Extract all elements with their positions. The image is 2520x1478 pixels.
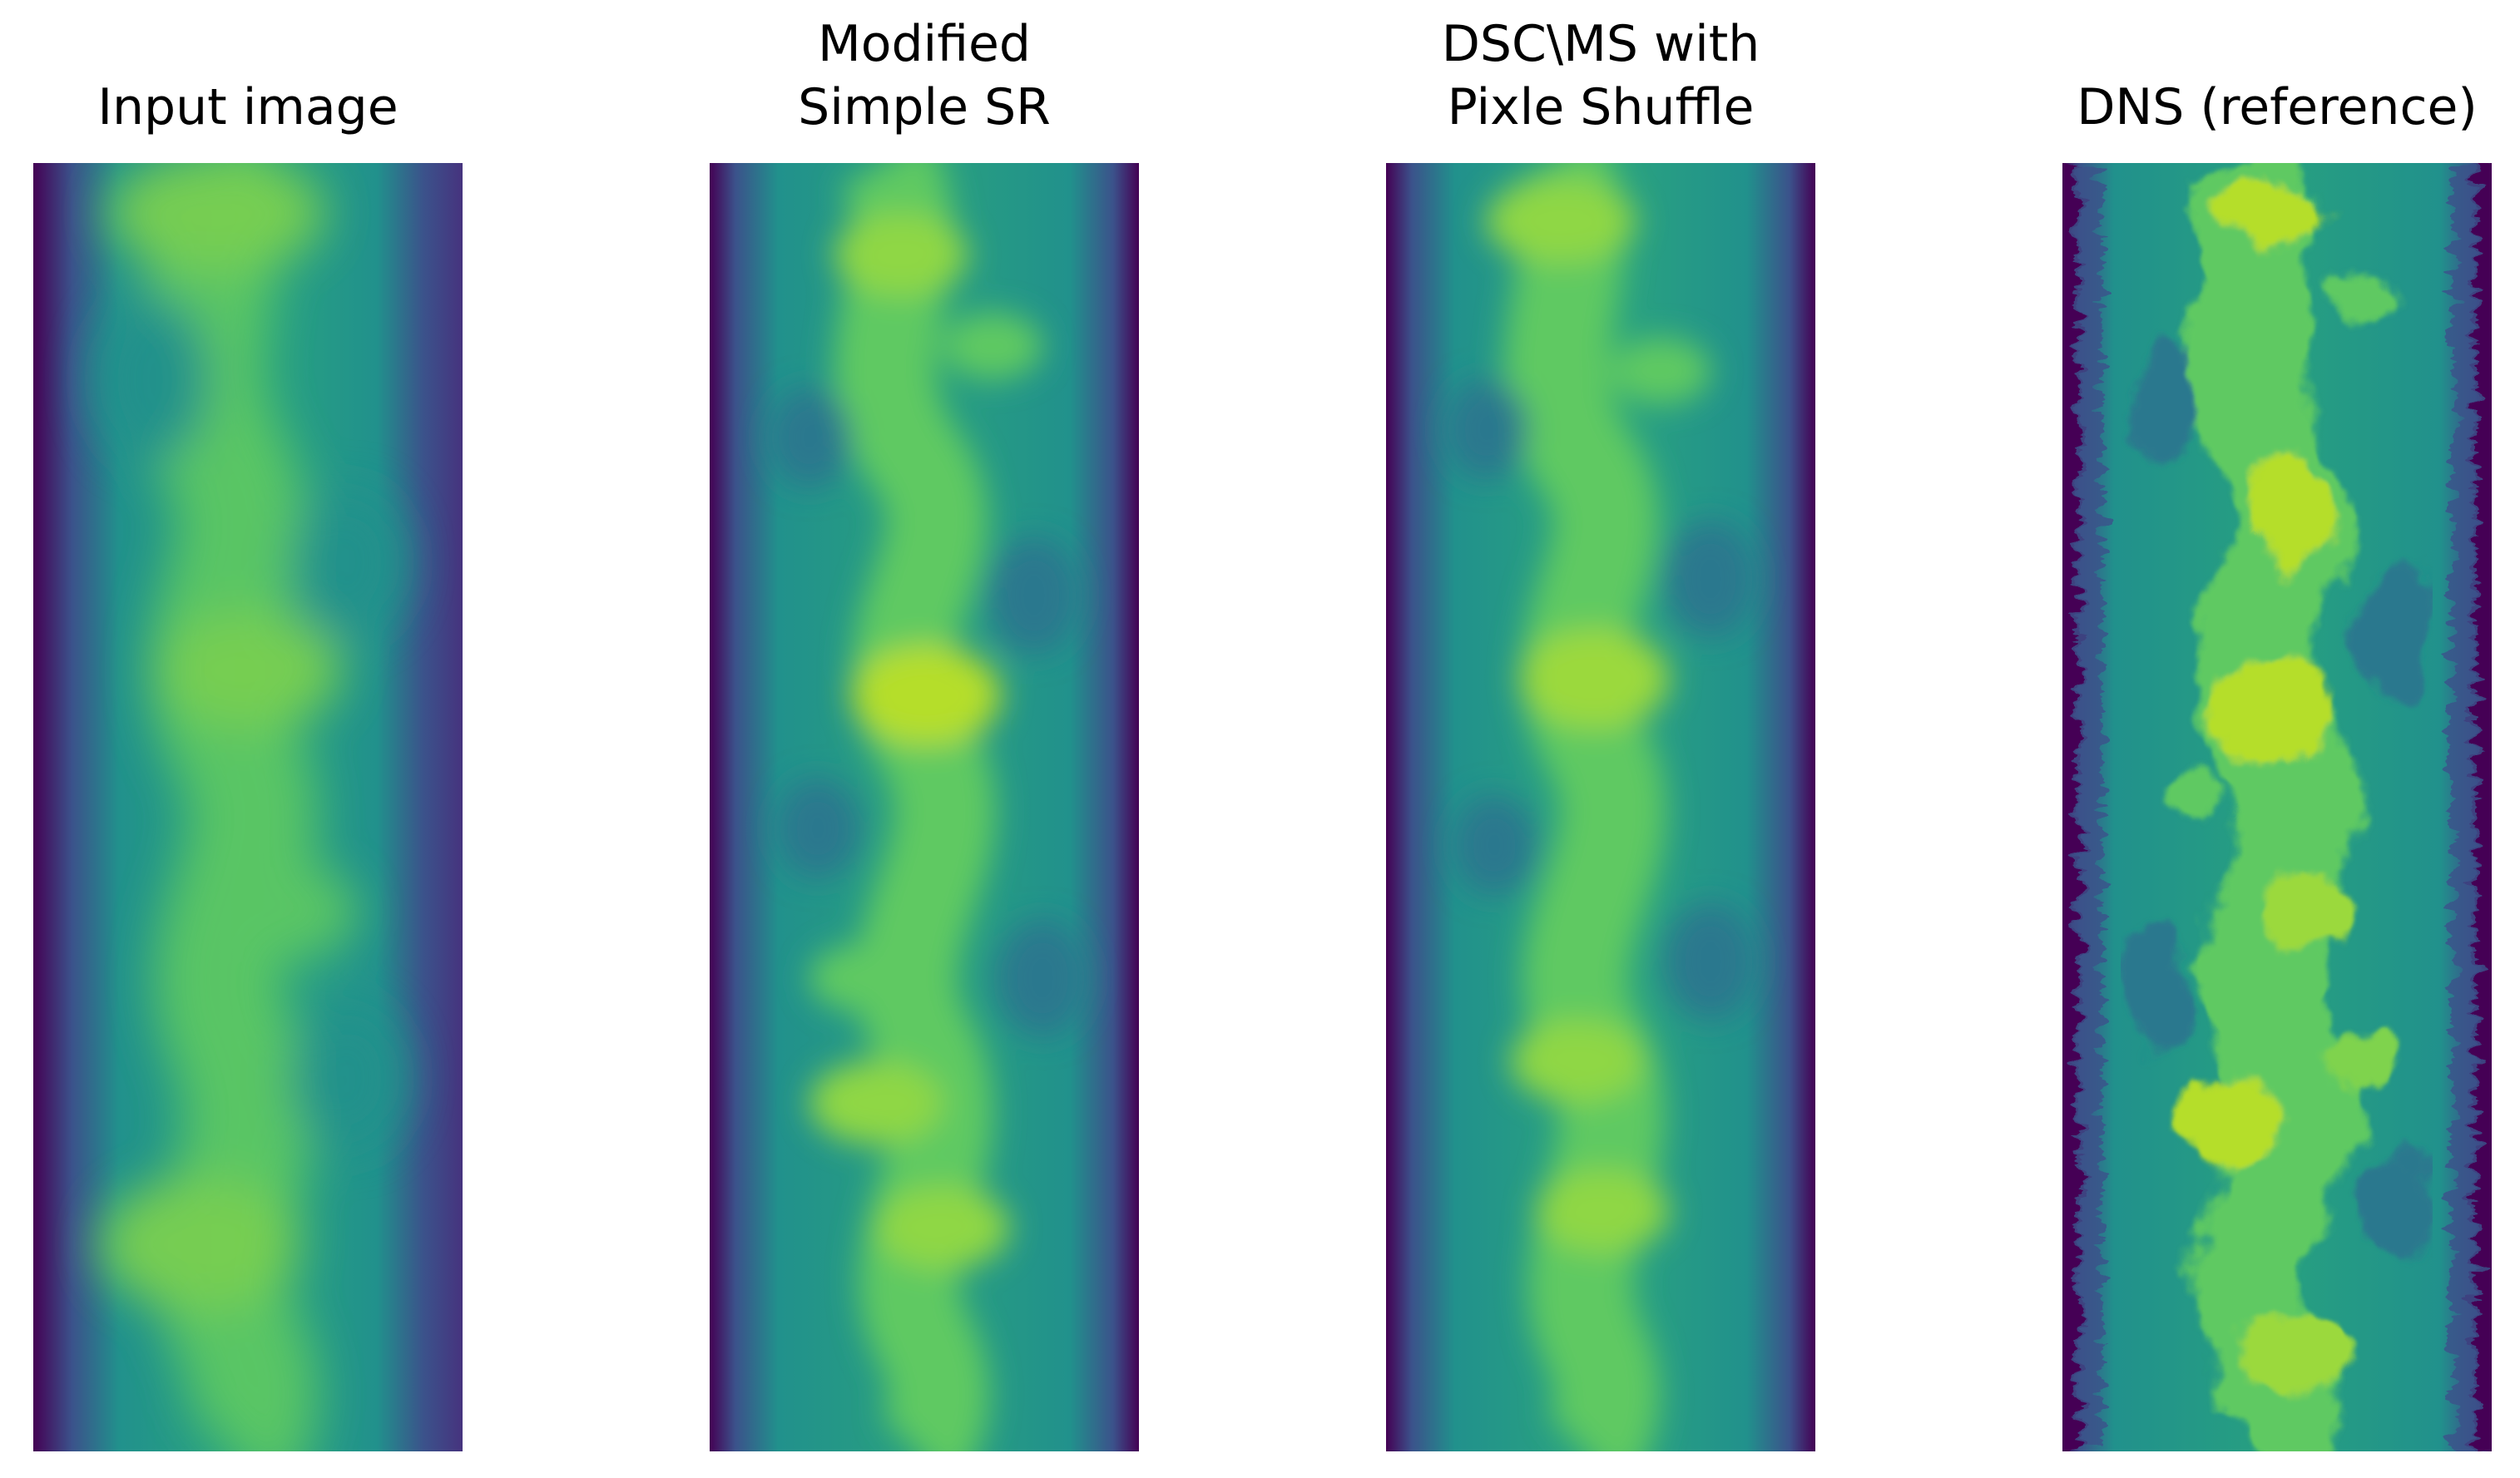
panel-input-image: Input image	[33, 0, 463, 1478]
dns-reference-field	[2062, 163, 2492, 1451]
panel-title-line: Pixle Shuffle	[1447, 78, 1755, 136]
dsc-ms-pixel-shuffle-svg	[1386, 163, 1815, 1451]
input-image-svg	[33, 163, 463, 1451]
panel-modified-simple-sr: Modified Simple SR	[710, 0, 1139, 1478]
modified-simple-sr-svg	[710, 163, 1139, 1451]
panel-dns-reference: DNS (reference)	[2062, 0, 2492, 1478]
modified-simple-sr-field	[710, 163, 1139, 1451]
panel-dsc-ms-pixel-shuffle: DSC\MS with Pixle Shuffle	[1386, 0, 1815, 1478]
panel-title-line: Simple SR	[798, 78, 1051, 136]
panel-title-modified-simple-sr: Modified Simple SR	[593, 12, 1255, 139]
panel-title-input-image: Input image	[0, 76, 579, 139]
panel-title-line: DSC\MS with	[1441, 15, 1760, 73]
dsc-ms-pixel-shuffle-field	[1386, 163, 1815, 1451]
panel-title-line: Modified	[817, 15, 1032, 73]
panel-title-dns-reference: DNS (reference)	[1946, 76, 2520, 139]
input-image-field	[33, 163, 463, 1451]
panel-title-line: DNS (reference)	[2077, 78, 2478, 136]
panel-title-dsc-ms-pixel-shuffle: DSC\MS with Pixle Shuffle	[1270, 12, 1932, 139]
dns-reference-svg	[2062, 163, 2492, 1451]
panel-title-line: Input image	[97, 78, 399, 136]
